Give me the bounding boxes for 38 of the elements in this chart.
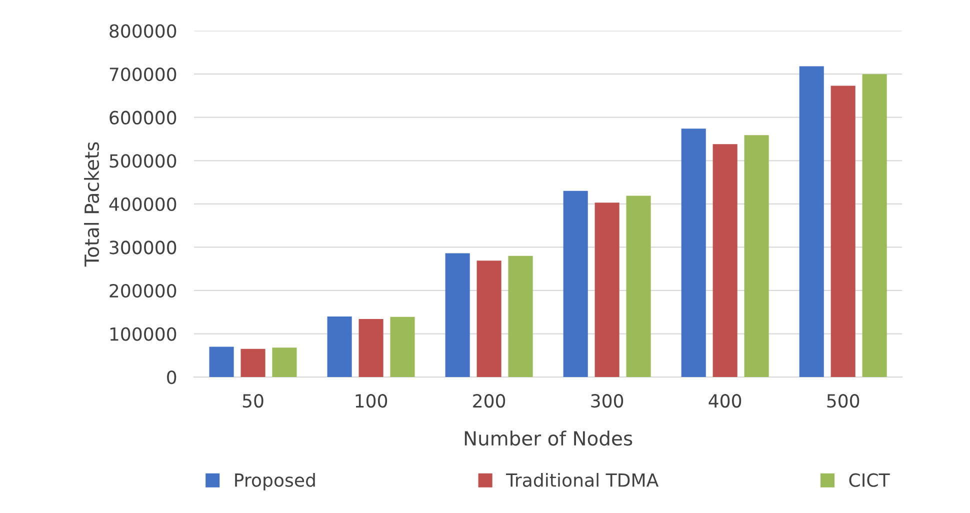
- x-tick-label: 300: [591, 394, 624, 408]
- bar: [445, 253, 470, 378]
- legend-label: Traditional TDMA: [506, 472, 659, 487]
- bar: [508, 256, 533, 378]
- bar: [390, 316, 415, 378]
- y-tick-label: 400000: [109, 197, 176, 212]
- bar: [681, 128, 706, 378]
- x-tick-label: 500: [827, 394, 860, 408]
- y-tick-label: 500000: [110, 154, 176, 168]
- y-tick-label: 800000: [110, 24, 176, 38]
- x-tick-label: 100: [356, 394, 388, 408]
- y-axis-title: Total Packets: [84, 142, 100, 267]
- y-tick-label: 300000: [110, 240, 176, 254]
- bar: [240, 348, 266, 378]
- bar: [626, 196, 651, 378]
- y-tick-label: 700000: [110, 68, 176, 82]
- bar: [862, 74, 887, 378]
- y-tick-label: 100000: [110, 327, 176, 341]
- bar: [327, 316, 352, 378]
- bar: [272, 348, 297, 378]
- bar: [712, 144, 738, 378]
- bar: [358, 319, 384, 378]
- bar: [594, 202, 620, 378]
- bar: [799, 66, 824, 378]
- bar: [830, 86, 856, 378]
- legend-label: Proposed: [235, 472, 315, 490]
- bar: [744, 135, 769, 378]
- x-tick-label: 50: [242, 394, 264, 408]
- bar: [209, 346, 234, 378]
- x-axis-title: Number of Nodes: [464, 430, 632, 446]
- y-tick-label: 0: [167, 370, 176, 384]
- x-tick-label: 400: [708, 394, 742, 408]
- bar: [563, 190, 588, 378]
- y-tick-label: 600000: [110, 110, 176, 124]
- bar: [476, 260, 502, 378]
- x-tick-label: 200: [473, 394, 506, 408]
- y-tick-label: 200000: [110, 284, 176, 298]
- legend-label: CICT: [849, 473, 890, 487]
